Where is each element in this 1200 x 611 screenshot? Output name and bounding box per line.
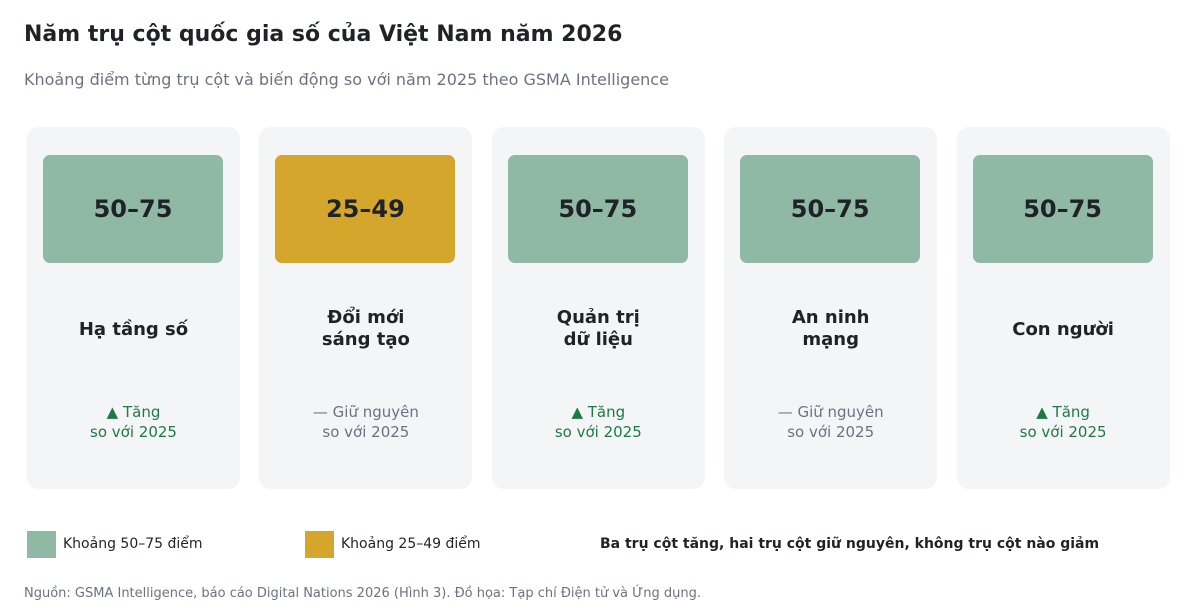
change-indicator-line: ▲ Tăng xyxy=(571,403,626,421)
pillar-name-line: An ninh xyxy=(791,307,870,328)
change-indicator-line: so với 2025 xyxy=(787,423,875,441)
score-range-badge: 50–75 xyxy=(972,155,1153,263)
pillar-name-line: dữ liệu xyxy=(563,329,633,350)
pillar-name-line: Con người xyxy=(1012,319,1114,340)
change-indicator-line: ▲ Tăng xyxy=(1036,403,1090,421)
pillar-name-line: Quản trị xyxy=(556,307,640,328)
pillar-name-line: Hạ tầng số xyxy=(78,319,189,340)
pillar-name: Quản trị dữ liệu xyxy=(492,307,705,351)
change-indicator: ▲ Tăng so với 2025 xyxy=(492,402,705,442)
pillar-card: 50–75 An ninh mạng — Giữ nguyên so với 2025 xyxy=(724,127,938,489)
change-indicator-line: so với 2025 xyxy=(554,423,642,441)
score-range-badge: 50–75 xyxy=(43,155,223,263)
change-indicator: — Giữ nguyên so với 2025 xyxy=(259,402,472,442)
change-indicator-line: so với 2025 xyxy=(90,423,177,441)
source-note: Nguồn: GSMA Intelligence, báo cáo Digita… xyxy=(24,586,702,601)
change-indicator-line: so với 2025 xyxy=(1019,423,1107,441)
pillar-name-line: sáng tạo xyxy=(321,329,410,350)
change-indicator-line: — Giữ nguyên xyxy=(312,403,419,421)
change-indicator: ▲ Tăng so với 2025 xyxy=(957,402,1170,442)
pillar-name: Hạ tầng số xyxy=(27,319,240,341)
legend-label-50-75: Khoảng 50–75 điểm xyxy=(63,536,203,552)
change-indicator-line: so với 2025 xyxy=(322,423,410,441)
change-indicator-line: — Giữ nguyên xyxy=(777,403,884,421)
pillar-name: Đổi mới sáng tạo xyxy=(259,307,472,351)
pillar-card: 50–75 Quản trị dữ liệu ▲ Tăng so với 2025 xyxy=(491,127,705,489)
chart-subtitle: Khoảng điểm từng trụ cột và biến động so… xyxy=(24,70,669,89)
change-indicator: — Giữ nguyên so với 2025 xyxy=(724,402,937,442)
legend-swatch-50-75 xyxy=(27,531,56,558)
pillar-name-line: mạng xyxy=(802,329,859,350)
summary-note: Ba trụ cột tăng, hai trụ cột giữ nguyên,… xyxy=(600,536,1100,552)
legend-swatch-25-49 xyxy=(305,531,334,558)
score-range-badge: 25–49 xyxy=(275,155,456,263)
pillar-card: 25–49 Đổi mới sáng tạo — Giữ nguyên so với 2… xyxy=(259,127,473,489)
score-range-badge: 50–75 xyxy=(507,155,688,263)
pillar-name: Con người xyxy=(957,319,1170,341)
pillar-card: 50–75 Hạ tầng số ▲ Tăng so với 2025 xyxy=(27,127,240,489)
pillar-name: An ninh mạng xyxy=(724,307,937,351)
legend-label-25-49: Khoảng 25–49 điểm xyxy=(341,536,481,552)
score-range-badge: 50–75 xyxy=(740,155,921,263)
pillar-name-line: Đổi mới xyxy=(327,307,405,328)
pillar-card: 50–75 Con người ▲ Tăng so với 2025 xyxy=(956,127,1170,489)
change-indicator: ▲ Tăng so với 2025 xyxy=(27,402,240,442)
chart-title: Năm trụ cột quốc gia số của Việt Nam năm… xyxy=(24,22,623,47)
change-indicator-line: ▲ Tăng xyxy=(106,403,161,421)
